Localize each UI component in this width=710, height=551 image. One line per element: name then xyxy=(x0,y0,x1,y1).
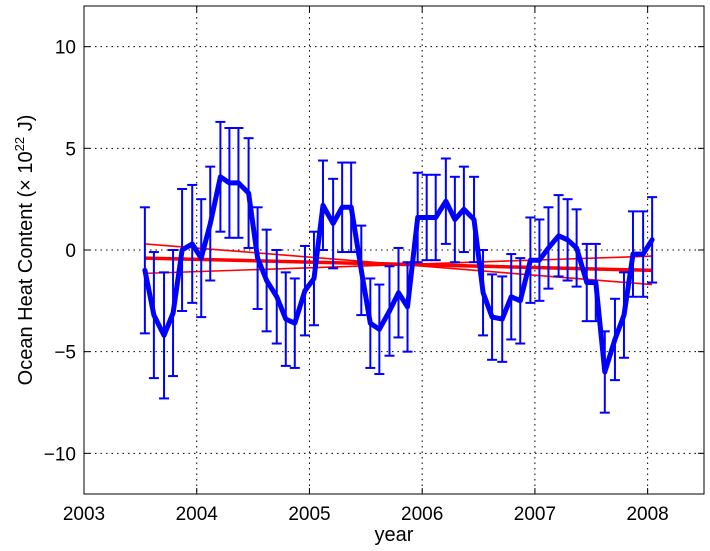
x-axis-label: year xyxy=(375,524,414,546)
series-layer xyxy=(142,174,655,375)
y-axis-label-exponent: 22 xyxy=(12,137,27,151)
y-tick-label: 10 xyxy=(55,38,76,59)
x-tick-label: 2007 xyxy=(514,504,556,525)
x-tick-label: 2004 xyxy=(176,504,219,525)
x-tick-label: 2006 xyxy=(401,504,443,525)
y-tick-label: 5 xyxy=(65,139,76,160)
y-axis-label: Ocean Heat Content (× 1022 J) xyxy=(12,115,37,386)
y-tick-labels: −10 −5 0 5 10 xyxy=(44,38,76,466)
y-axis-label-times: × 10 xyxy=(15,151,37,190)
y-axis-label-main: Ocean Heat Content ( xyxy=(15,190,37,385)
x-tick-label: 2003 xyxy=(63,504,105,525)
tick-marks xyxy=(83,6,704,494)
series-line xyxy=(142,174,655,375)
x-tick-label: 2005 xyxy=(288,504,330,525)
plot-area xyxy=(83,5,705,495)
y-tick-label: −5 xyxy=(54,343,76,364)
y-tick-label: −10 xyxy=(44,444,76,465)
x-tick-label: 2008 xyxy=(626,504,668,525)
x-tick-labels: 2003 2004 2005 2006 2007 2008 xyxy=(63,504,669,525)
y-tick-label: 0 xyxy=(65,241,76,262)
y-axis-label-unit: J) xyxy=(15,115,37,137)
